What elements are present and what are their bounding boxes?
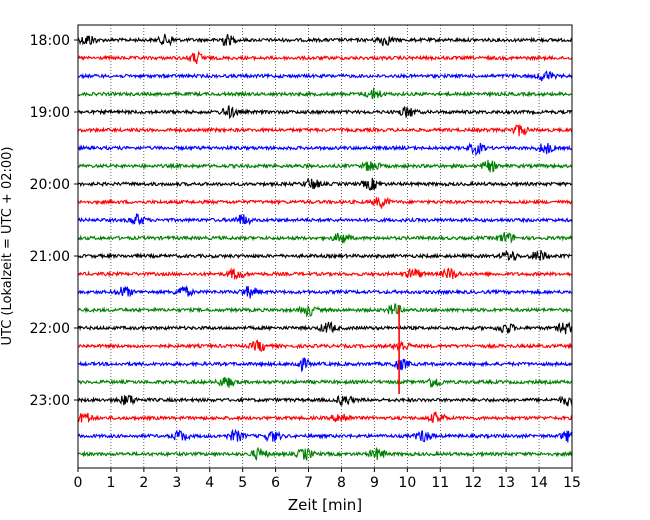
seismic-trace: [77, 250, 573, 262]
seismic-trace: [77, 177, 573, 191]
x-tick-label: 12: [464, 475, 482, 491]
seismic-trace: [77, 87, 573, 100]
y-tick-label: 18:00: [30, 33, 70, 49]
seismic-trace: [77, 339, 573, 352]
seismic-trace: [77, 196, 573, 209]
x-axis-label: Zeit [min]: [288, 496, 362, 514]
seismic-trace: [77, 142, 573, 157]
x-tick-label: 7: [304, 475, 313, 491]
x-tick-label: 0: [74, 475, 83, 491]
seismic-trace: [77, 376, 573, 388]
x-tick-label: 8: [337, 475, 346, 491]
seismic-trace: [77, 105, 573, 120]
plot-frame: [77, 24, 573, 469]
x-tick-label: 10: [398, 475, 416, 491]
seismic-trace: [77, 285, 573, 299]
seismic-trace: [77, 124, 573, 137]
seismic-trace: [78, 411, 573, 424]
seismic-traces: [77, 33, 573, 462]
x-tick-label: 9: [370, 475, 379, 491]
x-tick-label: 15: [563, 475, 581, 491]
x-tick-label: 4: [205, 475, 214, 491]
seismic-trace: [77, 357, 573, 373]
y-tick-label: 21:00: [30, 249, 70, 265]
seismic-trace: [77, 446, 573, 462]
seismic-trace: [77, 231, 573, 244]
y-tick-label: 23:00: [30, 393, 70, 409]
x-tick-label: 6: [271, 475, 280, 491]
seismic-trace: [78, 303, 573, 318]
y-axis-ticks: 18:00 19:00 20:00 21:00 22:00 23:00: [30, 33, 78, 409]
seismic-trace: [77, 267, 573, 280]
x-axis-ticks: 0 1 2 3 4 5 6 7 8 9 10 11 12 13 14 15: [74, 468, 581, 491]
seismic-trace: [77, 70, 573, 82]
x-tick-label: 5: [238, 475, 247, 491]
x-tick-label: 14: [530, 475, 548, 491]
seismic-trace: [77, 33, 572, 47]
x-tick-label: 13: [497, 475, 515, 491]
seismic-trace: [77, 213, 573, 226]
vertical-grid: [110, 25, 540, 468]
y-axis-label: UTC (Lokalzeit = UTC + 02:00): [0, 147, 15, 346]
y-tick-label: 19:00: [30, 105, 70, 121]
y-tick-label: 20:00: [30, 177, 70, 193]
x-tick-label: 1: [106, 475, 115, 491]
y-tick-label: 22:00: [30, 321, 70, 337]
seismic-trace: [77, 394, 573, 407]
seismic-trace: [77, 159, 573, 173]
x-tick-label: 11: [431, 475, 449, 491]
x-tick-label: 2: [139, 475, 148, 491]
x-tick-label: 3: [172, 475, 181, 491]
seismic-trace: [77, 50, 573, 65]
seismic-trace: [77, 428, 573, 443]
seismic-trace: [77, 321, 573, 335]
